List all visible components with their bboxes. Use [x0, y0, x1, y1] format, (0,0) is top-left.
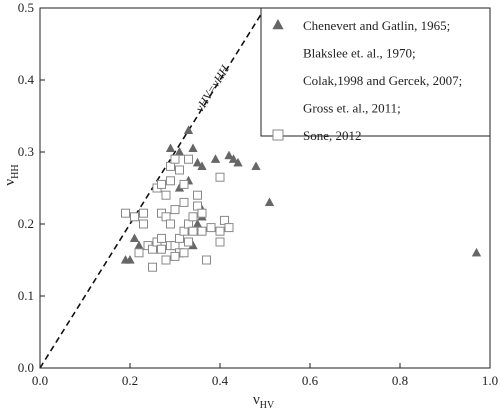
triangle-point	[134, 240, 144, 250]
square-point	[161, 255, 171, 265]
legend-entry: Chenevert and Gatlin, 1965;	[303, 18, 450, 33]
x-tick-label: 0.4	[212, 373, 229, 388]
square-point	[157, 179, 166, 189]
square-point	[179, 248, 189, 258]
triangle-point	[251, 161, 261, 171]
y-tick-label: 0.3	[18, 144, 34, 159]
square-point	[215, 172, 225, 182]
square-point	[166, 219, 175, 229]
y-axis-label: νHH	[2, 164, 21, 185]
triangle-point	[165, 143, 176, 153]
square-point	[206, 223, 216, 233]
square-point	[139, 219, 148, 229]
triangle-point	[192, 157, 203, 167]
y-axis-label-sub: HH	[10, 164, 21, 178]
square-point	[161, 190, 171, 200]
legend-entry: Gross et. al., 2011;	[303, 101, 401, 116]
square-point	[166, 176, 175, 186]
y-tick-label: 0.4	[18, 72, 35, 87]
triangle-point	[233, 157, 243, 167]
square-point	[157, 233, 166, 243]
square-point	[175, 165, 184, 175]
square-point	[179, 179, 189, 189]
square-point	[188, 212, 198, 222]
legend-square-marker	[272, 129, 284, 141]
legend-entry: Blakslee et. al., 1970;	[303, 46, 416, 61]
axes: 0.0 0.2 0.4 0.6 0.8 1.0 0.0 0.1 0.2 0.3 0.4 0.5	[18, 0, 498, 388]
x-tick-label: 0.6	[302, 373, 319, 388]
x-tick-label: 0.0	[32, 373, 48, 388]
square-point	[188, 226, 198, 236]
data-markers	[120, 125, 482, 272]
square-point	[197, 226, 207, 236]
triangle-point	[188, 143, 198, 153]
square-point	[170, 154, 180, 164]
triangle-point	[125, 254, 135, 264]
legend: Chenevert and Gatlin, 1965; Blakslee et. …	[260, 7, 491, 143]
triangle-point	[129, 233, 140, 243]
square-point	[179, 197, 189, 207]
y-tick-label: 0.0	[18, 360, 34, 375]
square-point	[139, 208, 148, 218]
x-axis-label-sub: HV	[260, 400, 275, 411]
square-point	[148, 262, 157, 272]
triangle-point	[471, 247, 482, 257]
square-point	[202, 255, 211, 265]
triangle-point	[197, 161, 207, 171]
legend-box	[260, 7, 491, 137]
legend-entry: Colak,1998 and Gercek, 2007;	[303, 73, 462, 88]
square-point	[121, 208, 130, 218]
triangle-point	[224, 150, 234, 160]
legend-entry: Sone, 2012	[303, 128, 362, 143]
x-axis-label-base: ν	[253, 392, 260, 408]
square-point	[157, 244, 166, 254]
x-tick-label: 0.8	[392, 373, 408, 388]
triangle-point	[264, 197, 275, 207]
legend-triangle-marker	[272, 18, 284, 30]
y-tick-label: 0.2	[18, 216, 34, 231]
square-point	[184, 154, 193, 164]
square-point	[215, 226, 225, 236]
square-point	[215, 237, 225, 247]
square-point	[193, 190, 202, 200]
square-point	[170, 251, 180, 261]
square-point	[130, 212, 139, 222]
triangle-point	[174, 146, 185, 156]
x-tick-label: 1.0	[482, 373, 498, 388]
x-tick-label: 0.2	[122, 373, 138, 388]
square-point	[170, 205, 180, 215]
square-point	[184, 237, 193, 247]
y-axis-label-base: ν	[2, 179, 18, 186]
triangle-point	[228, 154, 239, 163]
square-point	[134, 248, 144, 258]
triangle-point	[210, 154, 221, 163]
square-point	[197, 208, 207, 218]
x-axis-label: νHV	[253, 392, 275, 411]
y-tick-label: 0.1	[18, 288, 34, 303]
square-point	[224, 223, 234, 233]
triangle-point	[183, 125, 194, 135]
reference-line-label: νHV=νHH	[192, 62, 232, 115]
y-tick-label: 0.5	[18, 0, 34, 15]
